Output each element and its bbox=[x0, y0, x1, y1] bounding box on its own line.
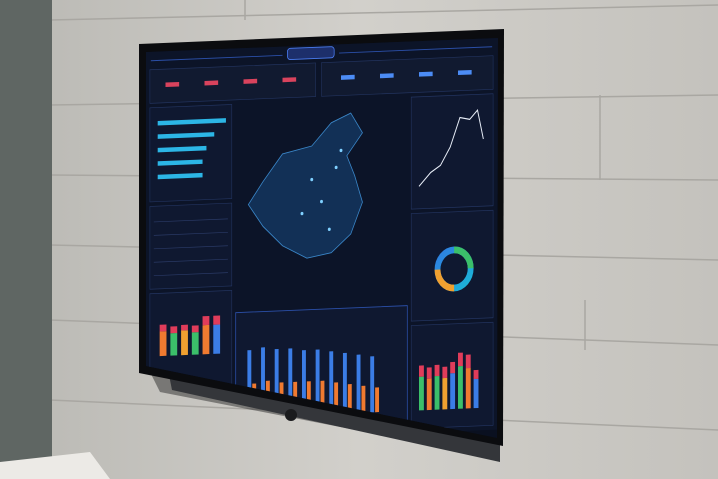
camera bbox=[285, 409, 297, 421]
paper bbox=[0, 452, 110, 479]
left-wall bbox=[0, 0, 52, 479]
